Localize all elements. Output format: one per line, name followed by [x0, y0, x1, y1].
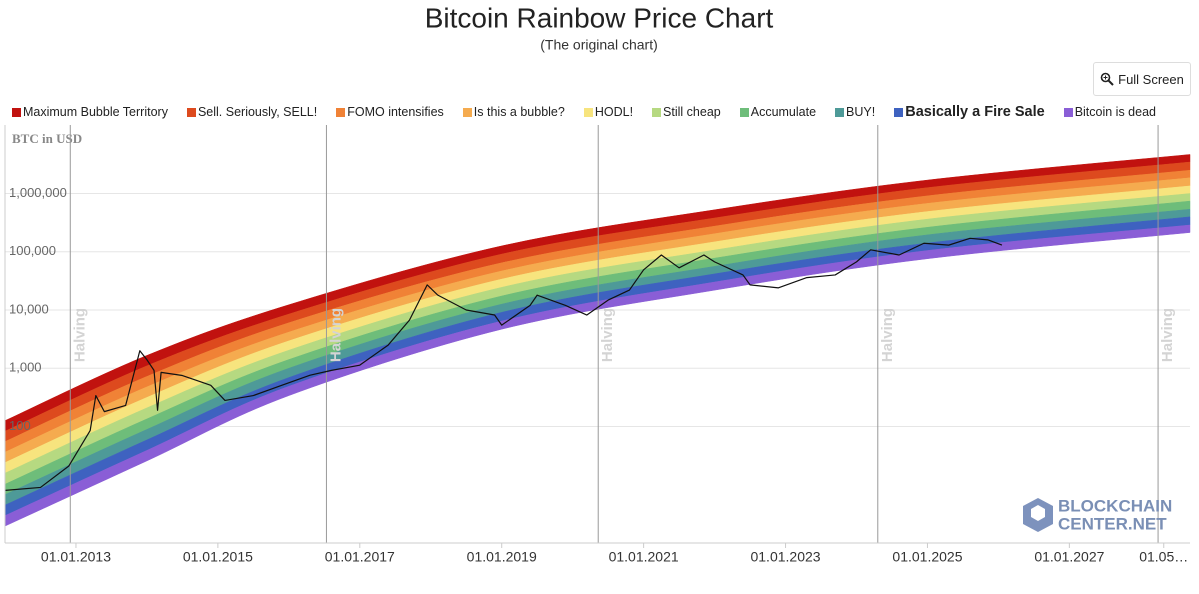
- rainbow-band: [4, 224, 1191, 527]
- watermark-text: BLOCKCHAIN: [1058, 496, 1172, 515]
- legend-label: Sell. Seriously, SELL!: [197, 105, 318, 119]
- watermark-text: CENTER.NET: [1058, 514, 1167, 533]
- legend-label: Bitcoin is dead: [1074, 105, 1156, 119]
- x-tick-label: 01.01.2013: [41, 549, 111, 565]
- legend-swatch: [336, 107, 346, 117]
- legend-item[interactable]: Basically a Fire Sale: [894, 104, 1045, 120]
- x-tick-label: 01.01.2027: [1034, 549, 1104, 565]
- full-screen-button[interactable]: Full Screen: [1093, 62, 1191, 96]
- x-tick-label: 01.01.2019: [467, 549, 537, 565]
- legend: Maximum Bubble Territory Sell. Seriously,…: [12, 104, 1156, 120]
- legend-item[interactable]: Bitcoin is dead: [1063, 105, 1156, 119]
- legend-item[interactable]: Sell. Seriously, SELL!: [186, 105, 318, 119]
- halving-label: Halving: [71, 308, 88, 362]
- legend-label: Is this a bubble?: [473, 105, 565, 119]
- legend-swatch: [583, 107, 593, 117]
- x-tick-label: 01.01.2023: [750, 549, 820, 565]
- x-tick-label: 01.01.2017: [325, 549, 395, 565]
- legend-swatch: [1063, 107, 1073, 117]
- y-tick-label: 1,000,000: [9, 185, 67, 200]
- y-tick-label: 10,000: [9, 301, 49, 316]
- price-line: [4, 237, 1003, 491]
- watermark-logo: [1023, 498, 1053, 532]
- legend-swatch: [894, 107, 904, 117]
- legend-swatch: [186, 107, 196, 117]
- x-tick-label: 01.01.2021: [609, 549, 679, 565]
- x-tick-label: 01.05…: [1139, 549, 1188, 565]
- legend-item[interactable]: Accumulate: [739, 105, 817, 119]
- legend-label: Basically a Fire Sale: [905, 104, 1045, 120]
- y-tick-label: 100,000: [9, 243, 56, 258]
- legend-label: Accumulate: [750, 105, 817, 119]
- legend-swatch: [652, 107, 662, 117]
- legend-item[interactable]: Still cheap: [652, 105, 721, 119]
- legend-swatch: [12, 107, 21, 117]
- legend-label: BUY!: [846, 105, 876, 119]
- x-tick-label: 01.01.2025: [892, 549, 962, 565]
- y-axis-title: BTC in USD: [12, 131, 82, 146]
- button-label: Full Screen: [1118, 71, 1184, 87]
- halving-label: Halving: [879, 308, 896, 362]
- x-tick-label: 01.01.2015: [183, 549, 253, 565]
- chart-subtitle: (The original chart): [540, 37, 658, 53]
- legend-item[interactable]: Is this a bubble?: [462, 105, 565, 119]
- y-tick-label: 100: [9, 418, 31, 433]
- legend-item[interactable]: FOMO intensifies: [336, 105, 444, 119]
- chart-title: Bitcoin Rainbow Price Chart: [425, 2, 774, 33]
- halving-label: Halving: [599, 308, 616, 362]
- zoom-icon: [1100, 72, 1114, 86]
- legend-label: Still cheap: [663, 105, 721, 119]
- legend-label: FOMO intensifies: [347, 105, 444, 119]
- legend-item[interactable]: HODL!: [583, 105, 634, 119]
- legend-item[interactable]: Maximum Bubble Territory: [12, 105, 168, 119]
- legend-swatch: [739, 107, 749, 117]
- halving-label: Halving: [1159, 308, 1176, 362]
- legend-swatch: [462, 107, 472, 117]
- legend-label: Maximum Bubble Territory: [23, 105, 168, 119]
- halving-label: Halving: [327, 308, 344, 362]
- legend-swatch: [835, 107, 845, 117]
- legend-item[interactable]: BUY!: [835, 105, 875, 119]
- legend-label: HODL!: [594, 105, 634, 119]
- y-tick-label: 1,000: [9, 360, 42, 375]
